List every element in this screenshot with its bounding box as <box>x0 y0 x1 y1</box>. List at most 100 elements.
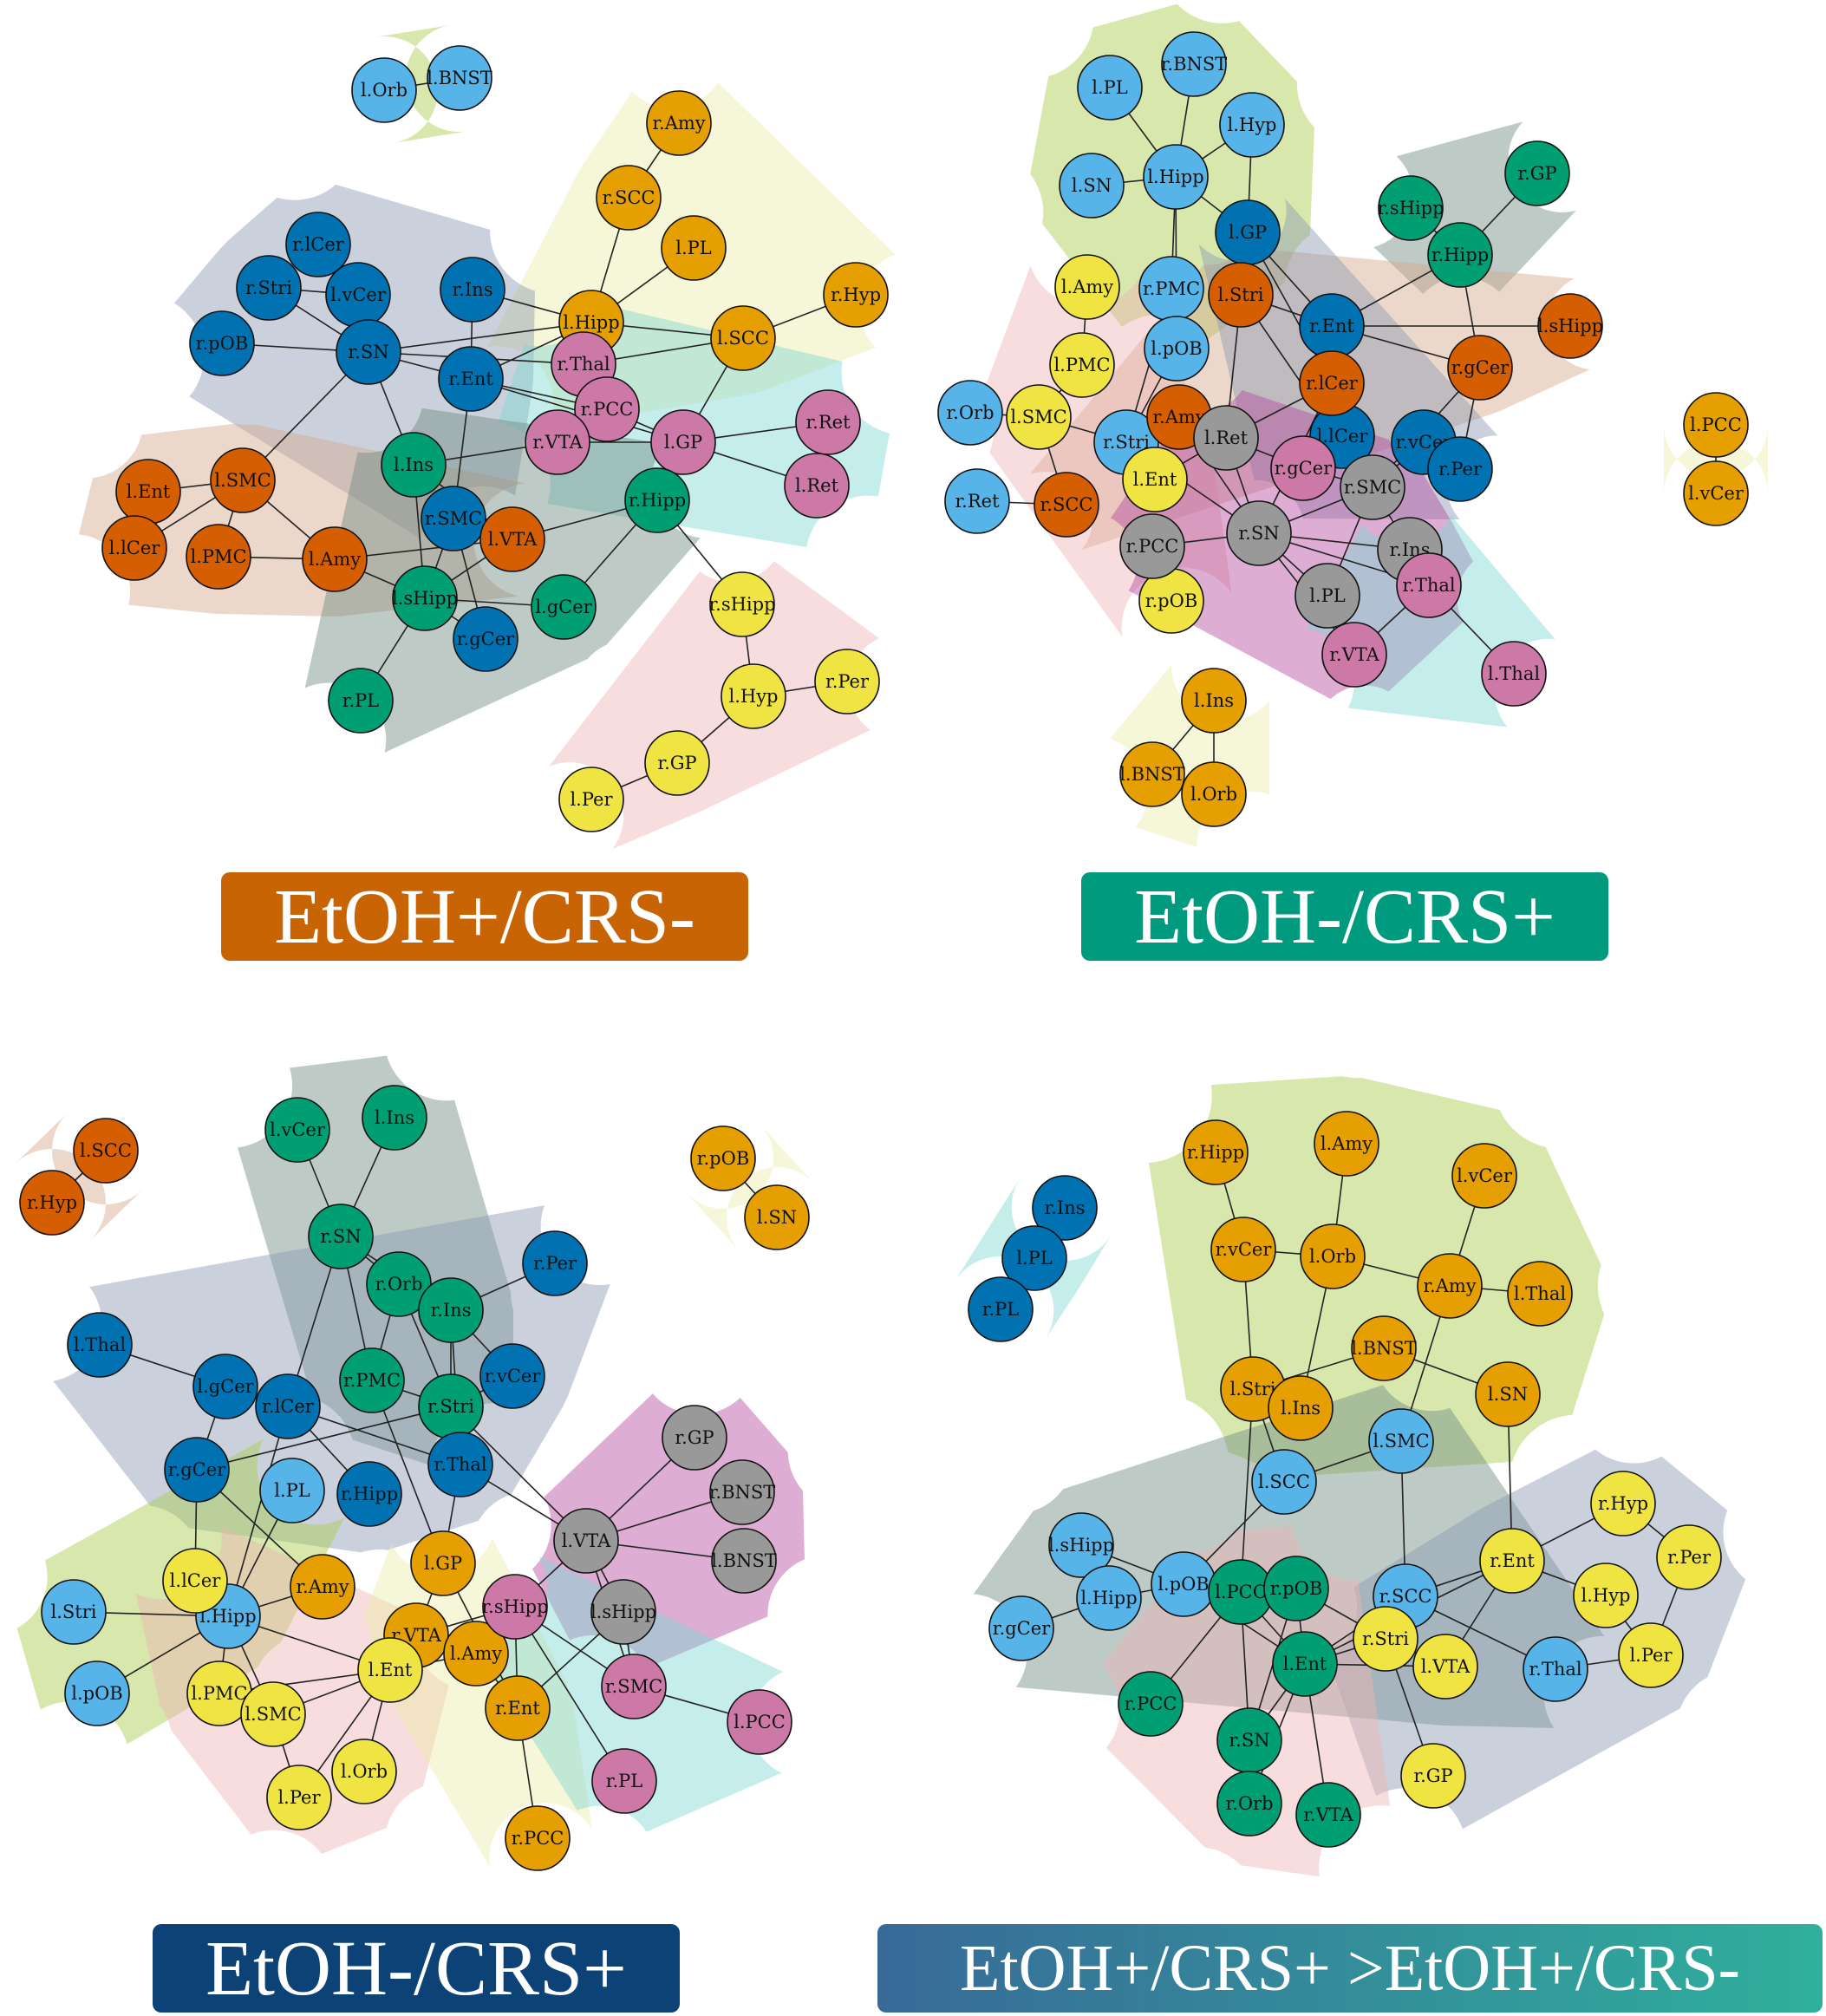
node-l-pl: l.PL <box>661 215 727 281</box>
node-label: l.BNST <box>1119 764 1185 785</box>
node-l-gcer: l.gCer <box>192 1354 258 1419</box>
node-r-vta: r.VTA <box>525 409 590 475</box>
node-circle <box>1161 31 1227 97</box>
node-l-ins: l.Ins <box>362 1085 427 1151</box>
node-label: r.Stri <box>1362 1628 1409 1649</box>
node-label: r.vCer <box>1216 1239 1273 1260</box>
node-label: l.Per <box>570 789 613 810</box>
node-label: r.PMC <box>343 1370 401 1391</box>
node-label: r.lCer <box>1306 373 1359 394</box>
node-circle <box>101 515 167 581</box>
node-r-scc: r.SCC <box>1034 472 1099 538</box>
node-l-orb: l.Orb <box>1300 1223 1366 1289</box>
node-r-sn: r.SN <box>1226 500 1292 566</box>
node-l-shipp: l.sHipp <box>1537 293 1603 359</box>
node-label: r.GP <box>657 753 696 773</box>
node-l-gp: l.GP <box>650 409 716 475</box>
node-label: l.Hyp <box>1581 1585 1630 1606</box>
node-label: r.SCC <box>1040 494 1093 515</box>
node-r-ins: r.Ins <box>1032 1175 1098 1241</box>
node-label: l.vCer <box>1688 483 1744 504</box>
node-r-pob: r.pOB <box>1263 1556 1329 1621</box>
node-l-smc: l.SMC <box>210 447 276 513</box>
node-l-amy: l.Amy <box>443 1621 509 1687</box>
node-label: r.VTA <box>532 432 583 453</box>
node-label: r.PL <box>982 1299 1020 1320</box>
node-label: l.SMC <box>1373 1431 1429 1452</box>
node-circle <box>1272 1631 1338 1697</box>
node-r-pl: r.PL <box>328 668 394 734</box>
node-label: l.Ent <box>1133 469 1177 490</box>
node-l-gp: l.GP <box>1215 199 1281 265</box>
node-circle <box>574 376 640 442</box>
node-circle <box>1251 1449 1317 1515</box>
network-panel-etoh-minus-crs-plus-2: l.SCC r.Hyp r.pOB l.SN r.Amy l.GP r.VTA l.Amy r.… <box>0 1041 913 1925</box>
node-label: l.gCer <box>197 1376 254 1397</box>
node-circle <box>814 649 880 714</box>
node-r-pmc: r.PMC <box>339 1347 405 1413</box>
node-label: r.Thal <box>1402 575 1455 596</box>
node-l-vcer: l.vCer <box>1683 460 1749 526</box>
node-label: l.SMC <box>245 1704 301 1725</box>
network-graph: r.Ins l.PL r.PL r.Hipp l.Amy l.vCer r.vCer l.Or… <box>955 1076 1746 1877</box>
node-circle <box>661 215 727 281</box>
node-l-per: l.Per <box>1618 1622 1684 1688</box>
node-r-amy: r.Amy <box>646 90 712 156</box>
node-l-stri: l.Stri <box>41 1579 107 1645</box>
network-panel-comparison: r.Ins l.PL r.PL r.Hipp l.Amy l.vCer r.vCer l.Or… <box>913 1041 1826 1925</box>
node-l-bnst: l.BNST <box>1119 741 1185 807</box>
node-circle <box>1378 175 1444 241</box>
node-l-pob: l.pOB <box>64 1660 130 1726</box>
node-circle <box>1400 1743 1466 1809</box>
panel-title-banner: EtOH-/CRS+ <box>153 1924 680 2013</box>
node-circle <box>1475 1361 1541 1427</box>
panel-title-banner: EtOH-/CRS+ <box>1081 872 1608 961</box>
network-graph: l.Orb l.BNST r.Amy r.SCC l.PL r.Hyp l.Hipp l.SC… <box>78 24 896 850</box>
node-label: l.Stri <box>1218 284 1264 305</box>
node-r-gp: r.GP <box>662 1405 727 1471</box>
network-panel-etoh-plus-crs-minus: l.Orb l.BNST r.Amy r.SCC l.PL r.Hyp l.Hipp l.SC… <box>0 0 913 867</box>
node-circle <box>1656 1524 1722 1590</box>
network-graph: l.SCCr.Hypr.pOBl.SNr.Amyl.GPr.VTAl.Amyr.… <box>14 1055 814 1871</box>
node-r-pob: r.pOB <box>690 1125 756 1191</box>
node-circle <box>192 1354 258 1419</box>
node-r-shipp: r.sHipp <box>1377 175 1444 241</box>
node-label: r.Ent <box>1490 1550 1535 1571</box>
node-circle <box>1507 1261 1573 1327</box>
node-label: l.Ins <box>394 454 434 475</box>
node-l-sn: l.SN <box>744 1184 810 1250</box>
node-label: r.pOB <box>1270 1578 1323 1599</box>
node-label: r.Hipp <box>341 1484 398 1504</box>
node-label: l.PL <box>1092 77 1128 98</box>
node-circle <box>596 165 662 231</box>
node-label: r.SN <box>1238 523 1279 544</box>
node-label: l.SMC <box>214 470 271 491</box>
node-label: r.pOB <box>697 1148 750 1169</box>
node-l-ret: l.Ret <box>1193 405 1259 471</box>
node-circle <box>1427 436 1493 502</box>
node-circle <box>1181 668 1247 734</box>
node-l-pob: l.pOB <box>1151 1551 1216 1617</box>
node-circle <box>1447 335 1513 401</box>
network-graph: l.PL r.BNST l.Hyp l.SN l.Hipp r.PMC l.pOB r.Orb… <box>937 3 1768 847</box>
node-label: l.Per <box>277 1787 321 1808</box>
node-label: r.lCer <box>262 1396 315 1417</box>
node-circle <box>624 467 690 533</box>
nodes: l.PL r.BNST l.Hyp l.SN l.Hipp r.PMC l.pOB r.Orb… <box>937 31 1749 827</box>
node-label: r.Hipp <box>629 490 686 511</box>
node-label: r.gCer <box>1275 458 1333 479</box>
node-label: r.PCC <box>581 399 634 420</box>
node-circle <box>362 1085 427 1151</box>
node-circle <box>601 1654 667 1719</box>
node-l-hyp: l.Hyp <box>1219 92 1285 158</box>
node-label: r.lCer <box>292 234 345 255</box>
node-r-hyp: r.Hyp <box>823 262 889 328</box>
node-r-hipp: r.Hipp <box>336 1461 402 1527</box>
node-circle <box>553 1508 619 1574</box>
node-r-pcc: r.PCC <box>505 1805 571 1871</box>
node-label: r.BNST <box>1161 54 1228 75</box>
node-circle <box>186 524 251 590</box>
node-circle <box>381 432 447 498</box>
node-label: l.Hipp <box>1080 1588 1137 1608</box>
node-circle <box>1573 1563 1639 1628</box>
